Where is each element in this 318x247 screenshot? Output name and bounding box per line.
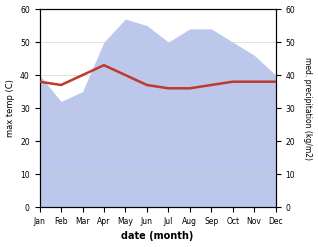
Y-axis label: max temp (C): max temp (C) [5, 79, 15, 137]
Y-axis label: med. precipitation (kg/m2): med. precipitation (kg/m2) [303, 57, 313, 160]
X-axis label: date (month): date (month) [121, 231, 194, 242]
